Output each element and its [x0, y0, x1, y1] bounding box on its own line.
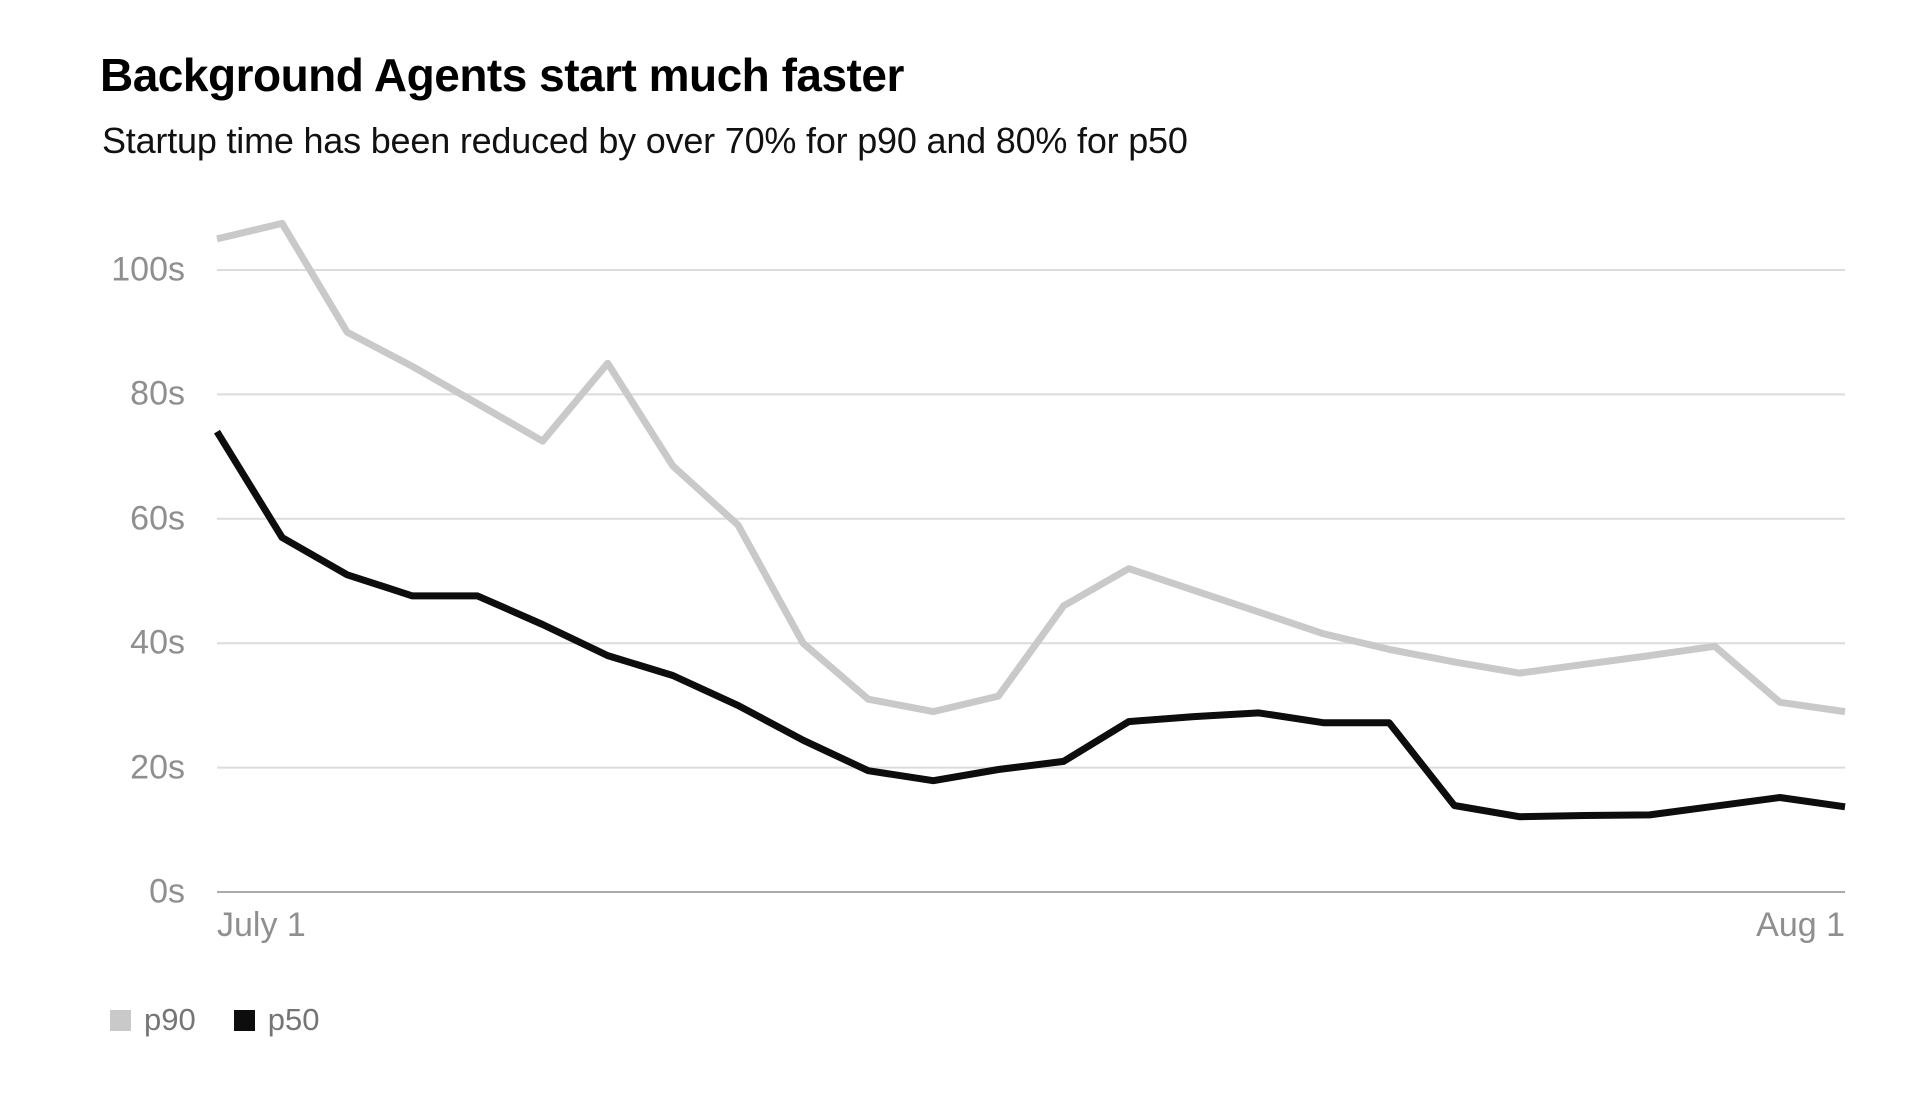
legend-label-p90: p90: [144, 1002, 196, 1037]
x-tick-label-start: July 1: [217, 906, 306, 944]
p50-swatch-icon: [233, 1009, 255, 1031]
y-tick-label-80s: 80s: [130, 374, 185, 413]
y-tick-label-40s: 40s: [130, 623, 185, 662]
p90-swatch-icon: [110, 1009, 131, 1031]
y-tick-label-0s: 0s: [149, 872, 185, 911]
y-tick-label-20s: 20s: [130, 748, 185, 787]
line-p50: [214, 429, 1846, 821]
x-tick-label-end: Aug 1: [1756, 906, 1845, 944]
gridlines: [217, 269, 1845, 893]
legend-label-p50: p50: [267, 1002, 320, 1037]
legend-item-p90: p90: [110, 1002, 196, 1038]
chart-title: Background Agents start much faster: [100, 49, 904, 101]
series-lines: [214, 219, 1846, 821]
y-tick-label-100s: 100s: [111, 250, 185, 289]
chart-subtitle: Startup time has been reduced by over 70…: [102, 120, 1188, 161]
y-tick-label-60s: 60s: [130, 499, 185, 538]
legend-item-p50: p50: [233, 1002, 320, 1038]
line-p90: [216, 219, 1846, 716]
legend: p90 p50: [110, 1002, 319, 1038]
